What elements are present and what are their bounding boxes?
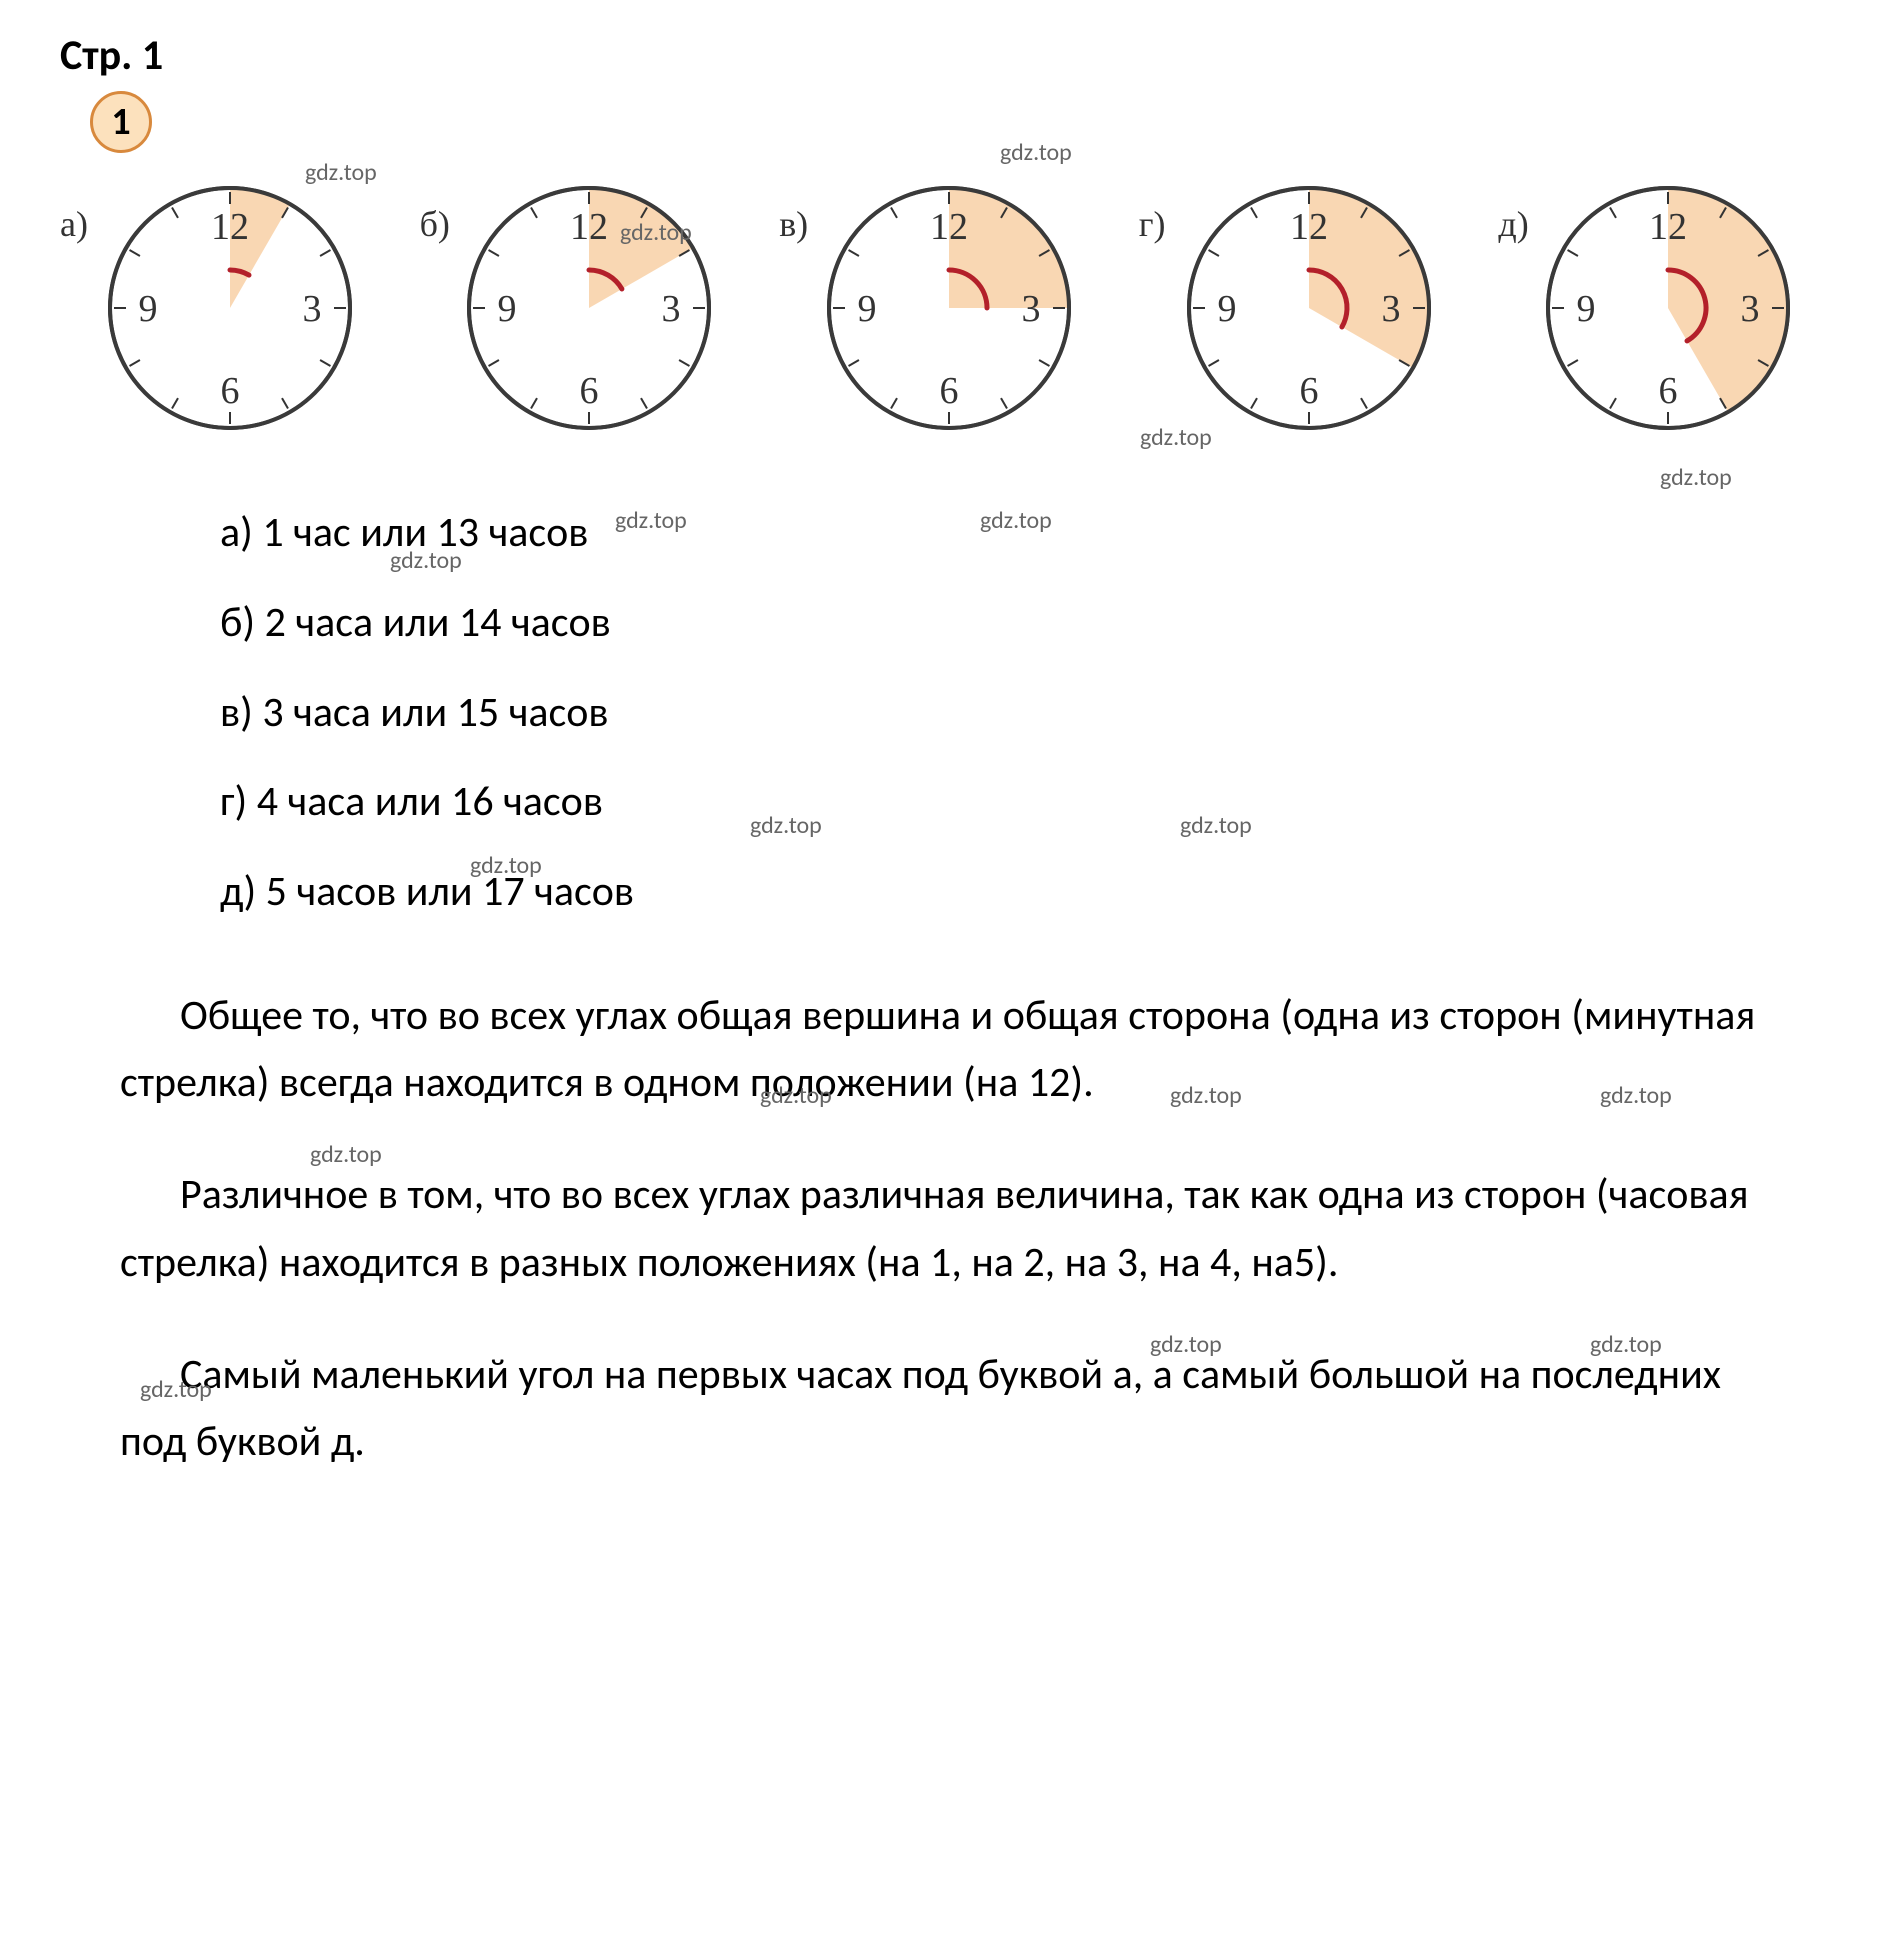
svg-text:3: 3 — [1381, 288, 1400, 330]
clock-icon: 12 3 6 9 — [1184, 183, 1434, 433]
clock-box: б) 12 3 6 9 — [420, 183, 760, 433]
page-header: Стр. 1 — [60, 30, 1838, 81]
clock-label: а) — [60, 203, 88, 245]
svg-text:6: 6 — [939, 370, 958, 412]
paragraph: Самый маленький угол на первых часах под… — [120, 1341, 1778, 1475]
clock-label: б) — [420, 203, 450, 245]
watermark: gdz.top — [1000, 138, 1072, 167]
svg-text:3: 3 — [1021, 288, 1040, 330]
paragraph: Различное в том, что во всех углах разли… — [120, 1161, 1778, 1295]
svg-text:3: 3 — [662, 288, 681, 330]
svg-text:9: 9 — [1577, 288, 1596, 330]
svg-text:9: 9 — [1217, 288, 1236, 330]
svg-text:12: 12 — [1649, 206, 1687, 248]
watermark: gdz.top — [80, 1371, 212, 1409]
watermark: gdz.top — [1540, 1077, 1672, 1115]
clocks-row: а)12369б)12369в)12369г)12369д)12369gdz.t… — [60, 183, 1838, 433]
svg-text:12: 12 — [1290, 206, 1328, 248]
clock-icon: 12 3 6 9 — [105, 183, 355, 433]
svg-text:9: 9 — [138, 288, 157, 330]
answer-line: в) 3 часа или 15 часов — [220, 673, 1838, 753]
answers-block: а) 1 час или 13 часов б) 2 часа или 14 ча… — [220, 493, 1838, 932]
answer-line: б) 2 часа или 14 часов — [220, 583, 1838, 663]
clock-box: а) 12 3 6 9 — [60, 183, 400, 433]
answer-line: а) 1 час или 13 часов — [220, 493, 1838, 573]
svg-text:12: 12 — [570, 206, 608, 248]
svg-text:9: 9 — [857, 288, 876, 330]
svg-text:6: 6 — [220, 370, 239, 412]
clock-label: г) — [1139, 203, 1166, 245]
clock-box: д) 12 3 6 9 — [1498, 183, 1838, 433]
watermark: gdz.top — [250, 1136, 382, 1174]
answer-line: д) 5 часов или 17 часов — [220, 852, 1838, 932]
svg-text:12: 12 — [930, 206, 968, 248]
svg-text:9: 9 — [498, 288, 517, 330]
answer-line: г) 4 часа или 16 часов — [220, 762, 1838, 842]
svg-text:12: 12 — [211, 206, 249, 248]
clock-label: в) — [779, 203, 808, 245]
clock-icon: 12 3 6 9 — [464, 183, 714, 433]
watermark: gdz.top — [1110, 1077, 1242, 1115]
paragraph: Общее то, что во всех углах общая вершин… — [120, 982, 1778, 1116]
clock-label: д) — [1498, 203, 1528, 245]
clock-icon: 12 3 6 9 — [1543, 183, 1793, 433]
exercise-number-badge: 1 — [90, 91, 152, 153]
svg-text:6: 6 — [1299, 370, 1318, 412]
clock-box: в) 12 3 6 9 — [779, 183, 1119, 433]
svg-text:3: 3 — [302, 288, 321, 330]
clock-icon: 12 3 6 9 — [824, 183, 1074, 433]
clock-box: г) 12 3 6 9 — [1139, 183, 1479, 433]
watermark: gdz.top — [700, 1077, 832, 1115]
svg-text:3: 3 — [1741, 288, 1760, 330]
svg-text:6: 6 — [1659, 370, 1678, 412]
svg-text:6: 6 — [580, 370, 599, 412]
watermark: gdz.top — [1660, 463, 1732, 492]
